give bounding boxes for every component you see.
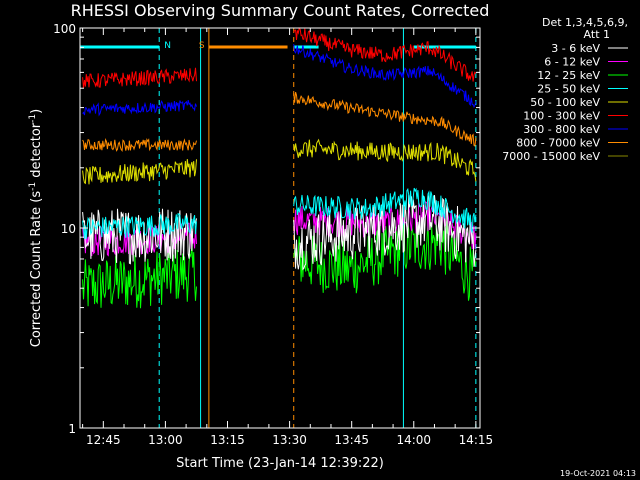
- series-300-800kev-seg1: [82, 99, 197, 117]
- legend-header-line-2: Att 1: [584, 28, 610, 41]
- legend-label-6: 300 - 800 keV: [523, 123, 600, 136]
- series-800-7000kev-seg1: [82, 138, 197, 153]
- legend-label-2: 12 - 25 keV: [537, 69, 600, 82]
- y-tick-label-2: 100: [53, 22, 76, 36]
- series-800-7000kev-seg2: [293, 91, 477, 147]
- x-tick-label-3: 13:30: [272, 433, 307, 447]
- legend-label-5: 100 - 300 keV: [523, 110, 600, 123]
- y-axis-label-sup1: -1: [28, 182, 38, 191]
- series-3-6kev-seg2: [293, 194, 477, 271]
- series-300-800kev-seg2: [293, 44, 477, 108]
- x-tick-label-6: 14:15: [459, 433, 494, 447]
- x-tick-label-4: 13:45: [334, 433, 369, 447]
- legend-label-1: 6 - 12 keV: [544, 56, 600, 69]
- legend-label-4: 50 - 100 keV: [530, 96, 600, 109]
- y-axis-label-main: Corrected Count Rate (s: [29, 191, 44, 348]
- series-25-50kev-seg1: [82, 212, 197, 240]
- y-axis-label-mid: detector: [29, 122, 44, 182]
- chart-title: RHESSI Observing Summary Count Rates, Co…: [71, 1, 490, 20]
- y-tick-label-1: 10: [61, 222, 76, 236]
- legend-label-3: 25 - 50 keV: [537, 83, 600, 96]
- y-axis-label: Corrected Count Rate (s-1 detector-1): [28, 109, 44, 347]
- series-6-12kev-seg2: [293, 200, 477, 250]
- y-tick-label-0: 1: [68, 422, 76, 436]
- x-tick-label-1: 13:00: [148, 433, 183, 447]
- series-100-300kev-seg2: [293, 27, 477, 82]
- x-tick-label-0: 12:45: [86, 433, 121, 447]
- x-tick-label-2: 13:15: [210, 433, 245, 447]
- x-axis-label: Start Time (23-Jan-14 12:39:22): [176, 456, 384, 471]
- series-12-25kev-seg2: [293, 220, 477, 301]
- flag-label-0: N: [164, 41, 171, 51]
- series-50-100kev-seg1: [82, 159, 197, 185]
- series-12-25kev-seg1: [82, 244, 197, 309]
- legend-label-7: 800 - 7000 keV: [516, 137, 600, 150]
- series-25-50kev-seg2: [293, 187, 477, 233]
- series-100-300kev-seg1: [82, 67, 197, 89]
- legend-header-line-1: Det 1,3,4,5,6,9,: [542, 16, 628, 29]
- flag-label-1: S: [199, 41, 205, 51]
- legend-label-0: 3 - 6 keV: [551, 42, 600, 55]
- series-50-100kev-seg2: [293, 138, 477, 182]
- x-axis: 12:45 13:00 13:15 13:30 13:45 14:00 14:15: [82, 28, 494, 447]
- series-3-6kev-seg1: [82, 208, 197, 265]
- y-axis-label-sup2: -1: [28, 114, 38, 123]
- y-axis-label-end: ): [29, 109, 44, 114]
- x-tick-label-5: 14:00: [396, 433, 431, 447]
- legend-label-8: 7000 - 15000 keV: [502, 150, 600, 163]
- y-axis: 1 10 100: [53, 22, 480, 436]
- footer-date: 19-Oct-2021 04:13: [560, 469, 636, 478]
